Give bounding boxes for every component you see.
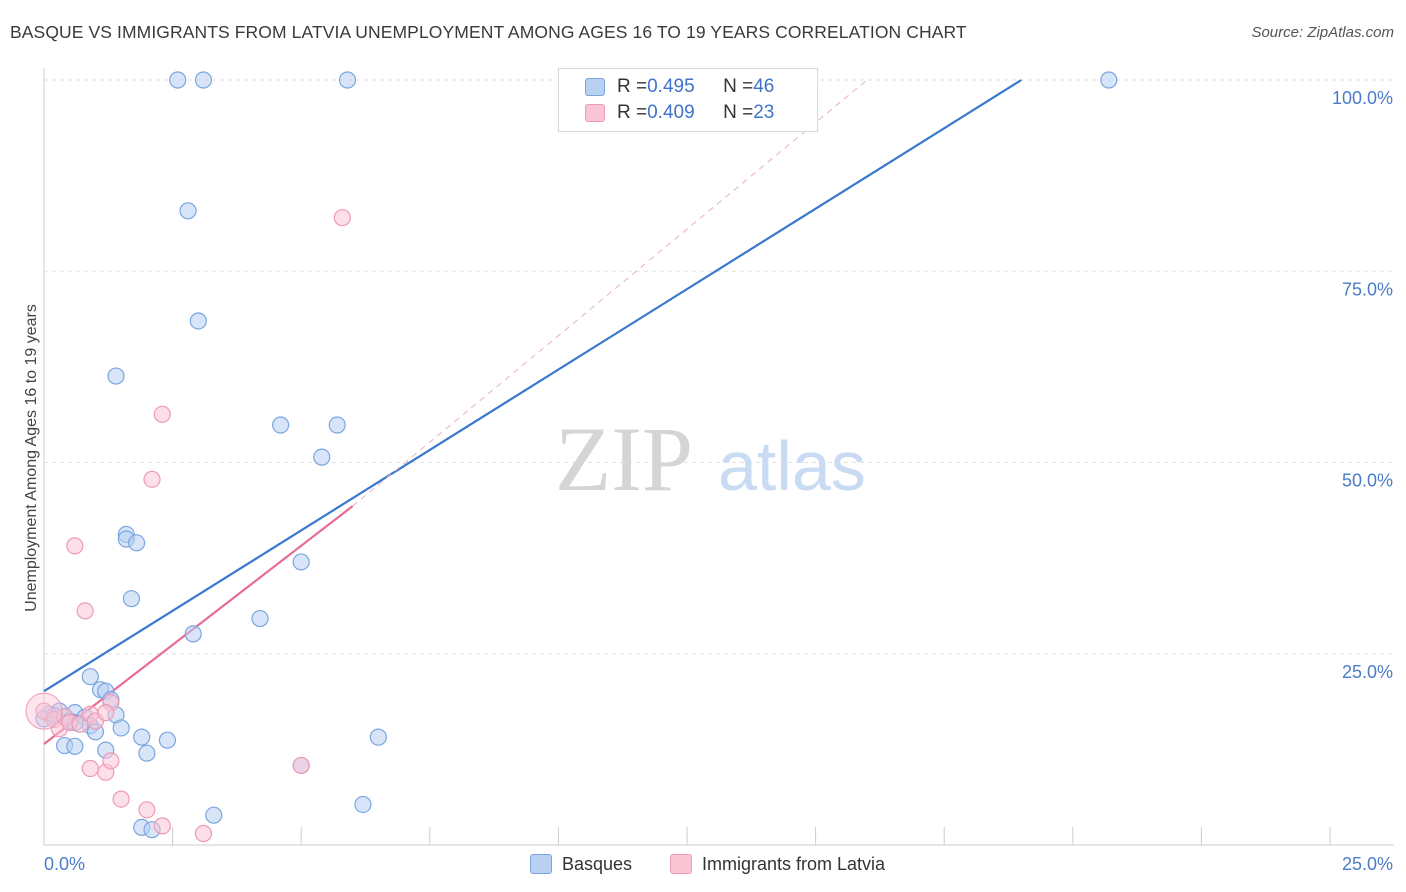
basques-point — [127, 534, 146, 552]
basques-point — [133, 728, 151, 746]
latvia-r-value: 0.409 — [647, 102, 695, 123]
basques-point — [292, 553, 310, 571]
y-tick-label: 100.0% — [1332, 88, 1393, 108]
basques-point — [1100, 71, 1118, 89]
basques-point — [338, 71, 357, 89]
bottom-latvia-label: Immigrants from Latvia — [702, 853, 886, 874]
x-tick-label-start: 0.0% — [44, 854, 85, 874]
basques-point — [272, 416, 290, 434]
basques-point — [189, 312, 207, 330]
grid-layer — [44, 79, 1394, 655]
y-tick-label: 50.0% — [1342, 471, 1393, 491]
latvia-point — [66, 537, 84, 555]
basques-point — [81, 668, 99, 686]
latvia-point — [333, 209, 351, 227]
latvia-point — [153, 405, 171, 423]
latvia-point — [102, 752, 120, 770]
basques-point — [138, 744, 156, 762]
y-axis-label: Unemployment Among Ages 16 to 19 years — [23, 304, 40, 612]
source-label: Source: ZipAtlas.com — [1251, 24, 1394, 41]
basques-r-label: R = — [617, 76, 648, 97]
point-layer — [25, 71, 1118, 843]
chart-title: BASQUE VS IMMIGRANTS FROM LATVIA UNEMPLO… — [10, 22, 967, 42]
basques-point — [328, 416, 346, 434]
latvia-n-label: N = — [723, 102, 754, 123]
basques-point — [66, 737, 84, 755]
latvia-point — [97, 704, 115, 722]
trend-line-basques — [43, 79, 1022, 693]
watermark: ZIP atlas — [555, 408, 866, 510]
basques-point — [184, 625, 202, 643]
legend-row-basques: R = 0.495 N = 46 — [585, 74, 774, 100]
latvia-point — [292, 756, 310, 775]
basques-point — [354, 795, 372, 814]
basques-point — [122, 590, 141, 608]
basques-n-label: N = — [723, 76, 754, 97]
basques-point — [107, 367, 125, 385]
basques-point — [169, 71, 187, 89]
latvia-point — [153, 817, 171, 835]
latvia-cluster-point — [25, 692, 63, 730]
basques-r-value: 0.495 — [647, 76, 695, 97]
trend-line-latvia-extension — [352, 79, 868, 507]
basques-point — [158, 731, 177, 749]
basques-point — [112, 719, 130, 737]
y-tick-label: 25.0% — [1342, 662, 1393, 682]
basques-point — [313, 448, 331, 466]
watermark-atlas: atlas — [718, 427, 866, 505]
legend-row-latvia: R = 0.409 N = 23 — [585, 100, 774, 126]
watermark-zip: ZIP — [555, 408, 693, 510]
basques-point — [369, 728, 387, 746]
stats-legend: R = 0.495 N = 46 R = 0.409 N = 23 — [558, 68, 818, 132]
basques-point — [179, 202, 197, 220]
latvia-point — [194, 824, 213, 843]
trend-layer — [43, 79, 1022, 745]
y-tick-label: 75.0% — [1342, 279, 1393, 299]
basques-point — [205, 806, 223, 824]
latvia-n-value: 23 — [753, 102, 775, 123]
trend-line-latvia — [43, 505, 354, 745]
basques-point — [194, 71, 213, 89]
x-tick-label-end: 25.0% — [1342, 854, 1393, 874]
latvia-point — [138, 801, 156, 819]
basques-n-value: 46 — [753, 76, 775, 97]
basques-point — [251, 609, 269, 628]
latvia-point — [143, 470, 161, 488]
bottom-basques-swatch — [530, 854, 552, 874]
basques-swatch — [585, 78, 605, 96]
latvia-swatch — [585, 104, 605, 122]
bottom-latvia-swatch — [670, 854, 692, 874]
latvia-point — [81, 759, 99, 778]
latvia-r-label: R = — [617, 102, 648, 123]
latvia-point — [76, 602, 94, 620]
bottom-legend-basques: Basques — [530, 852, 632, 876]
bottom-basques-label: Basques — [562, 853, 633, 874]
latvia-point — [112, 790, 130, 808]
bottom-legend-latvia: Immigrants from Latvia — [670, 852, 885, 876]
